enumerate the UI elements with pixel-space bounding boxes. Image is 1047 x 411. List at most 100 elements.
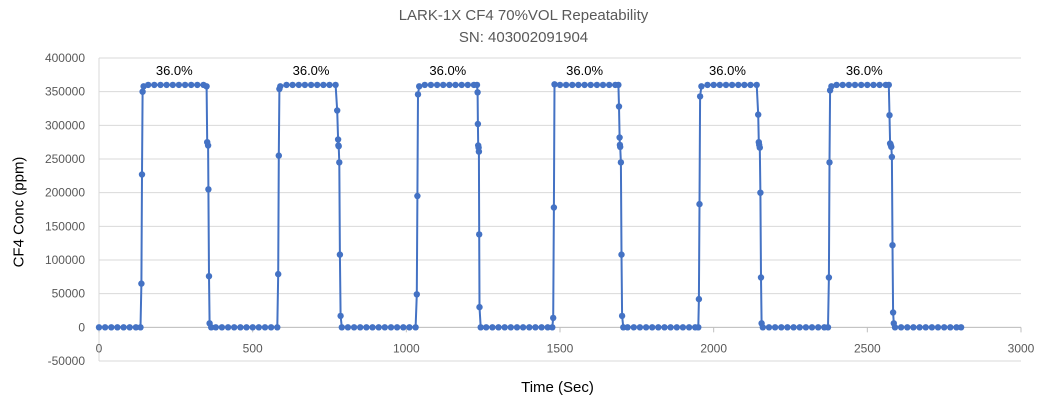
data-point — [267, 324, 275, 331]
data-point — [336, 251, 344, 258]
data-point — [243, 324, 250, 331]
data-point — [344, 324, 352, 331]
data-point — [828, 83, 835, 90]
y-tick-label: 300000 — [45, 118, 85, 132]
data-point — [889, 309, 897, 316]
x-tick-label: 1500 — [547, 341, 574, 355]
data-point — [381, 324, 388, 331]
data-point — [891, 324, 899, 331]
data-point — [433, 81, 441, 89]
data-point — [145, 81, 152, 89]
chart-title: LARK-1X CF4 70%VOL Repeatability — [398, 7, 649, 24]
data-point — [363, 324, 370, 331]
x-tick-label: 0 — [96, 341, 103, 355]
data-point — [157, 81, 164, 89]
data-point — [910, 324, 917, 331]
data-point — [320, 81, 327, 89]
data-point — [275, 270, 282, 278]
data-point — [771, 324, 779, 331]
data-point — [851, 81, 859, 89]
data-point — [314, 81, 321, 89]
data-point — [446, 81, 453, 89]
data-point — [151, 81, 158, 89]
x-tick-label: 1000 — [393, 341, 420, 355]
data-point — [120, 324, 127, 331]
x-tick-label: 2500 — [854, 341, 881, 355]
data-point — [476, 231, 483, 238]
data-label: 36.0% — [156, 63, 193, 78]
data-point — [289, 81, 296, 89]
data-point — [947, 324, 954, 331]
data-point — [507, 324, 514, 331]
data-point — [475, 148, 483, 155]
data-point — [334, 136, 342, 143]
data-point — [532, 324, 539, 331]
data-point — [277, 83, 284, 90]
data-point — [722, 81, 730, 89]
chart-subtitle: SN: 403002091904 — [458, 29, 589, 46]
data-point — [562, 81, 570, 89]
data-point — [888, 143, 895, 151]
data-point — [667, 324, 674, 331]
y-tick-label: 350000 — [45, 85, 85, 99]
data-point — [249, 324, 256, 331]
data-point — [474, 120, 482, 128]
data-point — [519, 324, 527, 331]
data-point — [538, 324, 545, 331]
data-point — [790, 324, 797, 331]
data-point — [108, 324, 115, 331]
data-point — [916, 324, 923, 331]
data-point — [501, 324, 508, 331]
y-tick-label: -50000 — [48, 354, 86, 368]
data-point — [139, 88, 146, 95]
data-point — [295, 81, 302, 89]
y-tick-label: 400000 — [45, 51, 85, 65]
data-point — [696, 93, 704, 100]
data-point — [825, 274, 833, 281]
data-point — [755, 111, 762, 118]
data-point — [163, 81, 170, 89]
data-label: 36.0% — [293, 63, 330, 78]
data-point — [695, 295, 703, 303]
data-point — [870, 81, 877, 89]
y-tick-label: 150000 — [45, 219, 85, 233]
y-axis-title: CF4 Conc (ppm) — [10, 156, 28, 268]
data-point — [864, 81, 871, 89]
data-point — [237, 324, 244, 331]
data-point — [464, 81, 471, 89]
data-point — [796, 324, 803, 331]
data-point — [784, 324, 791, 331]
data-point — [765, 324, 773, 331]
data-point — [393, 324, 401, 331]
data-point — [427, 81, 435, 89]
data-point — [406, 324, 413, 331]
data-point — [544, 324, 551, 331]
data-point — [114, 324, 121, 331]
data-point — [695, 324, 702, 331]
data-point — [181, 81, 189, 89]
data-point — [416, 83, 423, 90]
data-point — [624, 324, 631, 331]
data-point — [710, 81, 717, 89]
data-point — [413, 291, 420, 298]
data-point — [615, 103, 623, 110]
data-point — [338, 324, 345, 331]
data-point — [95, 324, 103, 331]
data-point — [551, 81, 558, 88]
data-point — [357, 324, 364, 331]
data-point — [735, 81, 742, 89]
data-point — [685, 324, 693, 331]
data-point — [283, 81, 290, 89]
data-point — [593, 81, 601, 89]
data-point — [696, 200, 703, 208]
data-point — [126, 324, 133, 331]
data-point — [759, 324, 766, 331]
data-point — [728, 81, 736, 89]
data-point — [833, 81, 840, 89]
data-point — [617, 143, 624, 151]
data-point — [387, 324, 395, 331]
data-point — [826, 159, 833, 166]
data-point — [208, 324, 215, 331]
data-point — [440, 81, 447, 89]
data-point — [332, 81, 339, 89]
